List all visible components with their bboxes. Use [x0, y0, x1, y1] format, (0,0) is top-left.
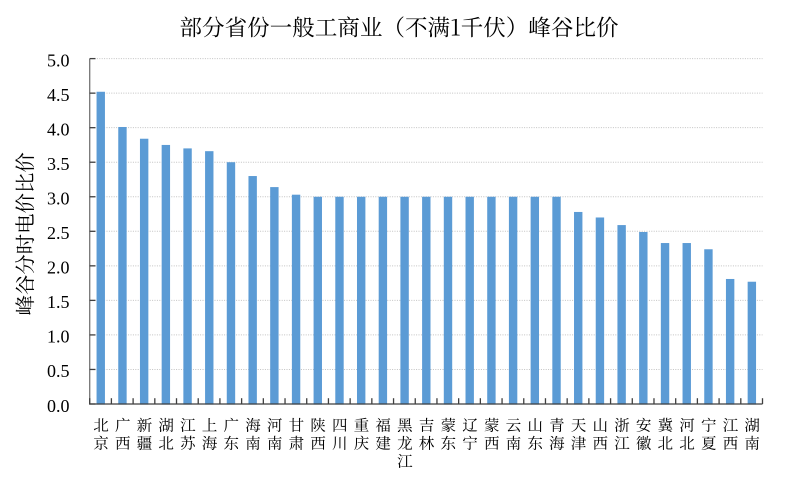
- svg-text:0.5: 0.5: [47, 361, 70, 381]
- svg-text:2.5: 2.5: [47, 223, 70, 243]
- svg-text:4.0: 4.0: [47, 119, 70, 139]
- svg-text:4.5: 4.5: [47, 85, 70, 105]
- svg-text:0.0: 0.0: [47, 396, 70, 416]
- svg-text:5.0: 5.0: [47, 50, 70, 70]
- svg-text:1.5: 1.5: [47, 292, 70, 312]
- svg-text:2.0: 2.0: [47, 258, 70, 278]
- svg-text:3.5: 3.5: [47, 154, 70, 174]
- svg-text:1.0: 1.0: [47, 327, 70, 347]
- svg-text:3.0: 3.0: [47, 189, 70, 209]
